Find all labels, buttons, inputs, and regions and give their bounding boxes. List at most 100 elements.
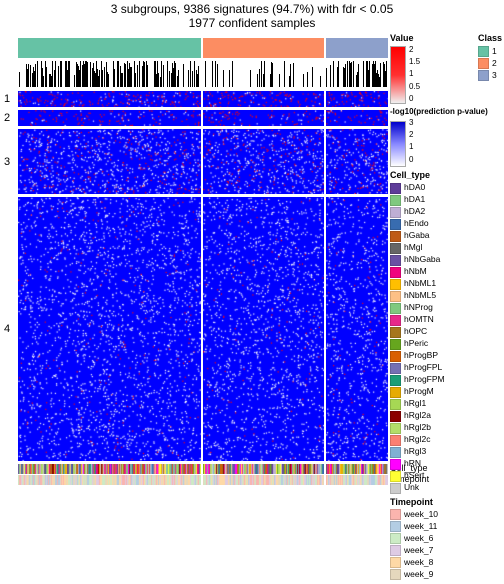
legend-item-hDA1: hDA1 bbox=[390, 195, 502, 206]
swatch-icon bbox=[390, 291, 401, 302]
legend-item-hGaba: hGaba bbox=[390, 231, 502, 242]
legend-item-week_10: week_10 bbox=[390, 509, 502, 520]
heatmap-cell-r3-c0 bbox=[18, 197, 201, 461]
heatmap-cell-r3-c1 bbox=[203, 197, 324, 461]
legend-item-hSert: hSert bbox=[390, 471, 502, 482]
swatch-icon bbox=[390, 399, 401, 410]
row-label-4: 4 bbox=[4, 323, 10, 335]
heatmap-cell-r1-c0 bbox=[18, 110, 201, 126]
timepoint-legend: Timepoint week_10week_11week_6week_7week… bbox=[390, 498, 502, 581]
swatch-icon bbox=[390, 387, 401, 398]
legend-item-hNbGaba: hNbGaba bbox=[390, 255, 502, 266]
swatch-icon bbox=[390, 509, 401, 520]
swatch-icon bbox=[390, 255, 401, 266]
swatch-icon bbox=[390, 267, 401, 278]
swatch-icon bbox=[390, 411, 401, 422]
swatch-icon bbox=[390, 459, 401, 470]
swatch-icon bbox=[390, 243, 401, 254]
barcode-panel-2 bbox=[203, 61, 324, 87]
swatch-icon bbox=[390, 231, 401, 242]
row-label-3: 3 bbox=[4, 156, 10, 168]
legend-item-hDA0: hDA0 bbox=[390, 183, 502, 194]
legend-item-week_9: week_9 bbox=[390, 569, 502, 580]
legend-item-hRgl3: hRgl3 bbox=[390, 447, 502, 458]
legend-item-week_6: week_6 bbox=[390, 533, 502, 544]
legend-item-week_7: week_7 bbox=[390, 545, 502, 556]
swatch-icon bbox=[390, 533, 401, 544]
value-legend: Value 21.510.50 Class 123 bbox=[390, 34, 502, 104]
legend-item-3: 3 bbox=[478, 70, 502, 81]
legend-item-hOMTN: hOMTN bbox=[390, 315, 502, 326]
legend-item-Unk: Unk bbox=[390, 483, 502, 494]
swatch-icon bbox=[390, 327, 401, 338]
legend-item-hProgM: hProgM bbox=[390, 387, 502, 398]
swatch-icon bbox=[390, 521, 401, 532]
swatch-icon bbox=[390, 557, 401, 568]
swatch-icon bbox=[390, 303, 401, 314]
swatch-icon bbox=[390, 183, 401, 194]
legend-item-hDA2: hDA2 bbox=[390, 207, 502, 218]
swatch-icon bbox=[390, 315, 401, 326]
swatch-icon bbox=[478, 58, 489, 69]
swatch-icon bbox=[390, 447, 401, 458]
heatmap-cell-r2-c0 bbox=[18, 129, 201, 194]
heatmap-cell-r2-c2 bbox=[326, 129, 388, 194]
barcode-panel-1 bbox=[18, 61, 201, 87]
legend-item-hNProg: hNProg bbox=[390, 303, 502, 314]
heatmap-cell-r1-c1 bbox=[203, 110, 324, 126]
swatch-icon bbox=[390, 483, 401, 494]
legend-item-hProgFPM: hProgFPM bbox=[390, 375, 502, 386]
heatmap-cell-r0-c0 bbox=[18, 91, 201, 107]
class-annotation-bar bbox=[18, 38, 388, 58]
barcode-panel-3 bbox=[326, 61, 388, 87]
legend-item-hProgBP: hProgBP bbox=[390, 351, 502, 362]
swatch-icon bbox=[390, 375, 401, 386]
legend-item-2: 2 bbox=[478, 58, 502, 69]
prediction-gradient bbox=[390, 121, 406, 167]
swatch-icon bbox=[390, 545, 401, 556]
bottom-annotations: Cell_typeTimepoint bbox=[18, 464, 388, 485]
swatch-icon bbox=[390, 207, 401, 218]
swatch-icon bbox=[390, 363, 401, 374]
legend-item-hRgl2a: hRgl2a bbox=[390, 411, 502, 422]
legend-item-hRgl2c: hRgl2c bbox=[390, 435, 502, 446]
swatch-icon bbox=[390, 569, 401, 580]
heatmap-cell-r2-c1 bbox=[203, 129, 324, 194]
legend-item-1: 1 bbox=[478, 46, 502, 57]
swatch-icon bbox=[390, 435, 401, 446]
legend-item-hRN: hRN bbox=[390, 459, 502, 470]
heatmap-cell-r1-c2 bbox=[326, 110, 388, 126]
heatmap-plot: 1234 Cell_typeTimepoint bbox=[18, 38, 388, 492]
legend-item-hRgl2b: hRgl2b bbox=[390, 423, 502, 434]
legend-item-hProgFPL: hProgFPL bbox=[390, 363, 502, 374]
row-label-2: 2 bbox=[4, 112, 10, 124]
swatch-icon bbox=[390, 279, 401, 290]
legend-item-hMgl: hMgl bbox=[390, 243, 502, 254]
legend-item-hNbM: hNbM bbox=[390, 267, 502, 278]
prediction-barcode-row bbox=[18, 61, 388, 87]
class-segment-1 bbox=[18, 38, 201, 58]
swatch-icon bbox=[390, 195, 401, 206]
legend-item-hOPC: hOPC bbox=[390, 327, 502, 338]
legend-item-hNbML5: hNbML5 bbox=[390, 291, 502, 302]
heatmap-cell-r0-c1 bbox=[203, 91, 324, 107]
title-line-2: 1977 confident samples bbox=[0, 16, 504, 30]
class-segment-2 bbox=[203, 38, 324, 58]
heatmap-body: 1234 bbox=[18, 91, 388, 461]
annotation-row-Timepoint: Timepoint bbox=[18, 475, 388, 485]
legend-item-week_11: week_11 bbox=[390, 521, 502, 532]
swatch-icon bbox=[390, 219, 401, 230]
prediction-legend: -log10(prediction p-value) 3210 bbox=[390, 108, 502, 167]
value-gradient bbox=[390, 46, 406, 104]
class-segment-3 bbox=[326, 38, 388, 58]
legend-item-hPeric: hPeric bbox=[390, 339, 502, 350]
legend-item-hNbML1: hNbML1 bbox=[390, 279, 502, 290]
swatch-icon bbox=[478, 46, 489, 57]
legend-panel: Value 21.510.50 Class 123 -log10(predict… bbox=[390, 34, 502, 584]
cell-type-legend: Cell_type hDA0hDA1hDA2hEndohGabahMglhNbG… bbox=[390, 171, 502, 494]
legend-item-hEndo: hEndo bbox=[390, 219, 502, 230]
heatmap-cell-r0-c2 bbox=[326, 91, 388, 107]
swatch-icon bbox=[390, 471, 401, 482]
row-label-1: 1 bbox=[4, 93, 10, 105]
swatch-icon bbox=[390, 339, 401, 350]
